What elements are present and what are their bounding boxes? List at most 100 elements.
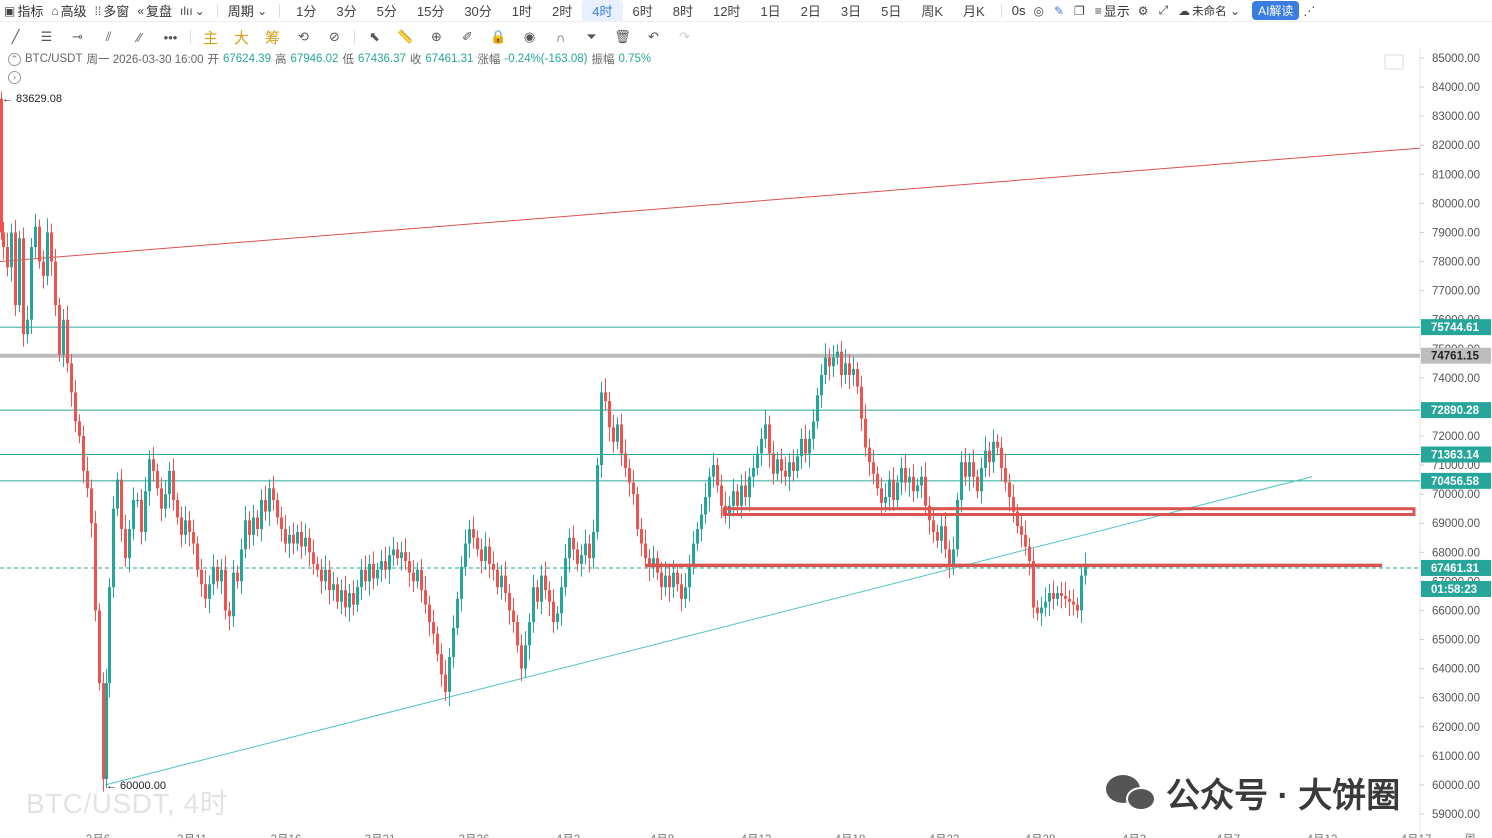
candle-body [260, 499, 263, 530]
period-tab[interactable]: 15分 [416, 4, 445, 19]
candle-body [788, 462, 791, 477]
select-tool-icon[interactable]: ⬉ [369, 29, 380, 44]
candle-body [22, 238, 25, 335]
edit-button[interactable]: ✎ [1050, 0, 1070, 22]
ai-analysis-button[interactable]: AI解读 [1252, 1, 1300, 20]
period-tab[interactable]: 5日 [881, 4, 902, 19]
multiwindow-icon: ⁞⁞ [94, 3, 102, 18]
layout-name-dropdown[interactable]: ☁ 未命名 ⌄ [1174, 0, 1246, 22]
main-chart-toggle[interactable]: 主 [202, 29, 218, 47]
period-dropdown[interactable]: 周期 ⌄ [224, 0, 273, 22]
expand-chart-icon[interactable] [1384, 54, 1404, 70]
candle-body [824, 357, 827, 375]
chevron-down-icon: ⌄ [194, 3, 205, 18]
magnet-icon[interactable]: ∩ [555, 29, 566, 45]
lock-icon[interactable]: 🔒 [490, 29, 507, 44]
hline-tool-icon[interactable]: ⊸ [72, 29, 83, 44]
brush-icon[interactable]: ✐ [462, 29, 473, 44]
divider [1000, 3, 1002, 18]
period-tab[interactable]: 5分 [376, 4, 397, 19]
period-tab[interactable]: 8时 [672, 4, 693, 19]
open-label: 开 [207, 54, 220, 66]
copy-icon: ❐ [1074, 3, 1085, 18]
y-tick-label: 65000.00 [1432, 635, 1480, 647]
period-tab[interactable]: 1日 [760, 4, 781, 19]
copy-button[interactable]: ❐ [1070, 0, 1091, 22]
candle-body [444, 674, 447, 692]
candle-body [776, 459, 779, 474]
y-tick-label: 74000.00 [1432, 373, 1480, 385]
hlines-tool-icon[interactable]: ☰ [40, 29, 53, 44]
candle-body [30, 247, 33, 320]
candle-body [676, 572, 679, 585]
candle-body [70, 363, 73, 393]
candle-body [672, 572, 675, 588]
expand-icon[interactable]: › [8, 71, 21, 84]
parallel-tool-icon[interactable]: ⁄⁄ [137, 29, 142, 45]
candle-body [592, 531, 595, 559]
more-tools-icon[interactable]: ••• [163, 29, 178, 45]
fullscreen-button[interactable]: ⤢ [1155, 0, 1175, 22]
chart-type-button[interactable]: ılıı ⌄ [176, 0, 211, 22]
candle-body [768, 424, 771, 454]
channel-tool-icon[interactable]: ⫽ [105, 29, 112, 44]
undo-icon[interactable]: ↶ [648, 29, 659, 44]
candle-body [716, 465, 719, 486]
candle-body [996, 441, 999, 448]
period-tab[interactable]: 周K [921, 4, 944, 19]
candle-body [972, 462, 975, 477]
candle-body [1032, 561, 1035, 608]
period-tab[interactable]: 30分 [464, 4, 492, 19]
display-button[interactable]: ≡ 显示 [1091, 0, 1134, 22]
collapse-icon[interactable]: ⌃ [8, 52, 21, 66]
line-tool-icon[interactable]: ╱ [11, 29, 20, 44]
ruler-icon[interactable]: 📏 [397, 29, 414, 44]
period-tab[interactable]: 1时 [511, 4, 533, 19]
indicators-button[interactable]: ▣ 指标 [0, 0, 47, 22]
period-tab[interactable]: 月K [963, 4, 985, 19]
resistance-box[interactable] [722, 507, 1416, 517]
share-button[interactable]: ⋰ [1299, 0, 1321, 22]
multiwindow-button[interactable]: ⁞⁞ 多窗 [91, 0, 134, 22]
lower-trend-line[interactable] [104, 476, 1313, 786]
settings-button[interactable]: ⚙ [1134, 0, 1155, 22]
candle-body [1068, 598, 1071, 602]
period-tab[interactable]: 3日 [840, 4, 862, 19]
period-tab[interactable]: 12时 [712, 4, 741, 19]
candle-body [46, 232, 49, 277]
fullscreen-icon: ⤢ [1158, 3, 1169, 17]
redo-icon[interactable]: ↷ [679, 29, 690, 44]
candle-body [740, 485, 743, 506]
zero-s-indicator: 0s [1008, 0, 1030, 22]
period-tab[interactable]: 2日 [800, 4, 821, 19]
upper-trend-line[interactable] [0, 147, 1421, 263]
big-order-toggle[interactable]: 大 [233, 29, 249, 47]
period-tab[interactable]: 2时 [552, 4, 573, 19]
candle-body [94, 523, 97, 611]
candle-body [888, 479, 891, 498]
auto-draw-icon[interactable]: ⟲ [298, 29, 309, 44]
period-tab[interactable]: 4时 [582, 0, 623, 22]
eye-icon[interactable]: ◉ [523, 29, 536, 44]
replay-button[interactable]: «复盘 [133, 0, 176, 22]
camera-button[interactable]: ◎ [1029, 0, 1049, 22]
period-tab[interactable]: 1分 [296, 4, 317, 19]
y-tick-label: 78000.00 [1432, 257, 1480, 269]
clear-draw-icon[interactable]: ⊘ [329, 29, 340, 44]
price-chart[interactable]: 85000.00 84000.00 83000.00 82000.00 81000.00… [0, 48, 1492, 838]
candle-body [924, 476, 927, 506]
trash-icon[interactable]: 🗑 [614, 29, 631, 44]
advanced-button[interactable]: ⌂ 高级 [47, 0, 90, 22]
candle-body [896, 482, 899, 500]
filter-icon[interactable]: ⏷ [586, 29, 597, 44]
zoom-icon[interactable]: ⊕ [431, 29, 442, 44]
period-tab[interactable]: 6时 [632, 4, 653, 19]
chips-toggle[interactable]: 筹 [264, 29, 280, 47]
candle-body [564, 558, 567, 588]
x-tick-label: 4月28 [1025, 834, 1056, 838]
period-tab[interactable]: 3分 [336, 4, 357, 19]
candle-body [736, 491, 739, 506]
candle-body [276, 499, 279, 518]
candle-body [596, 465, 599, 532]
candle-body [256, 517, 259, 530]
